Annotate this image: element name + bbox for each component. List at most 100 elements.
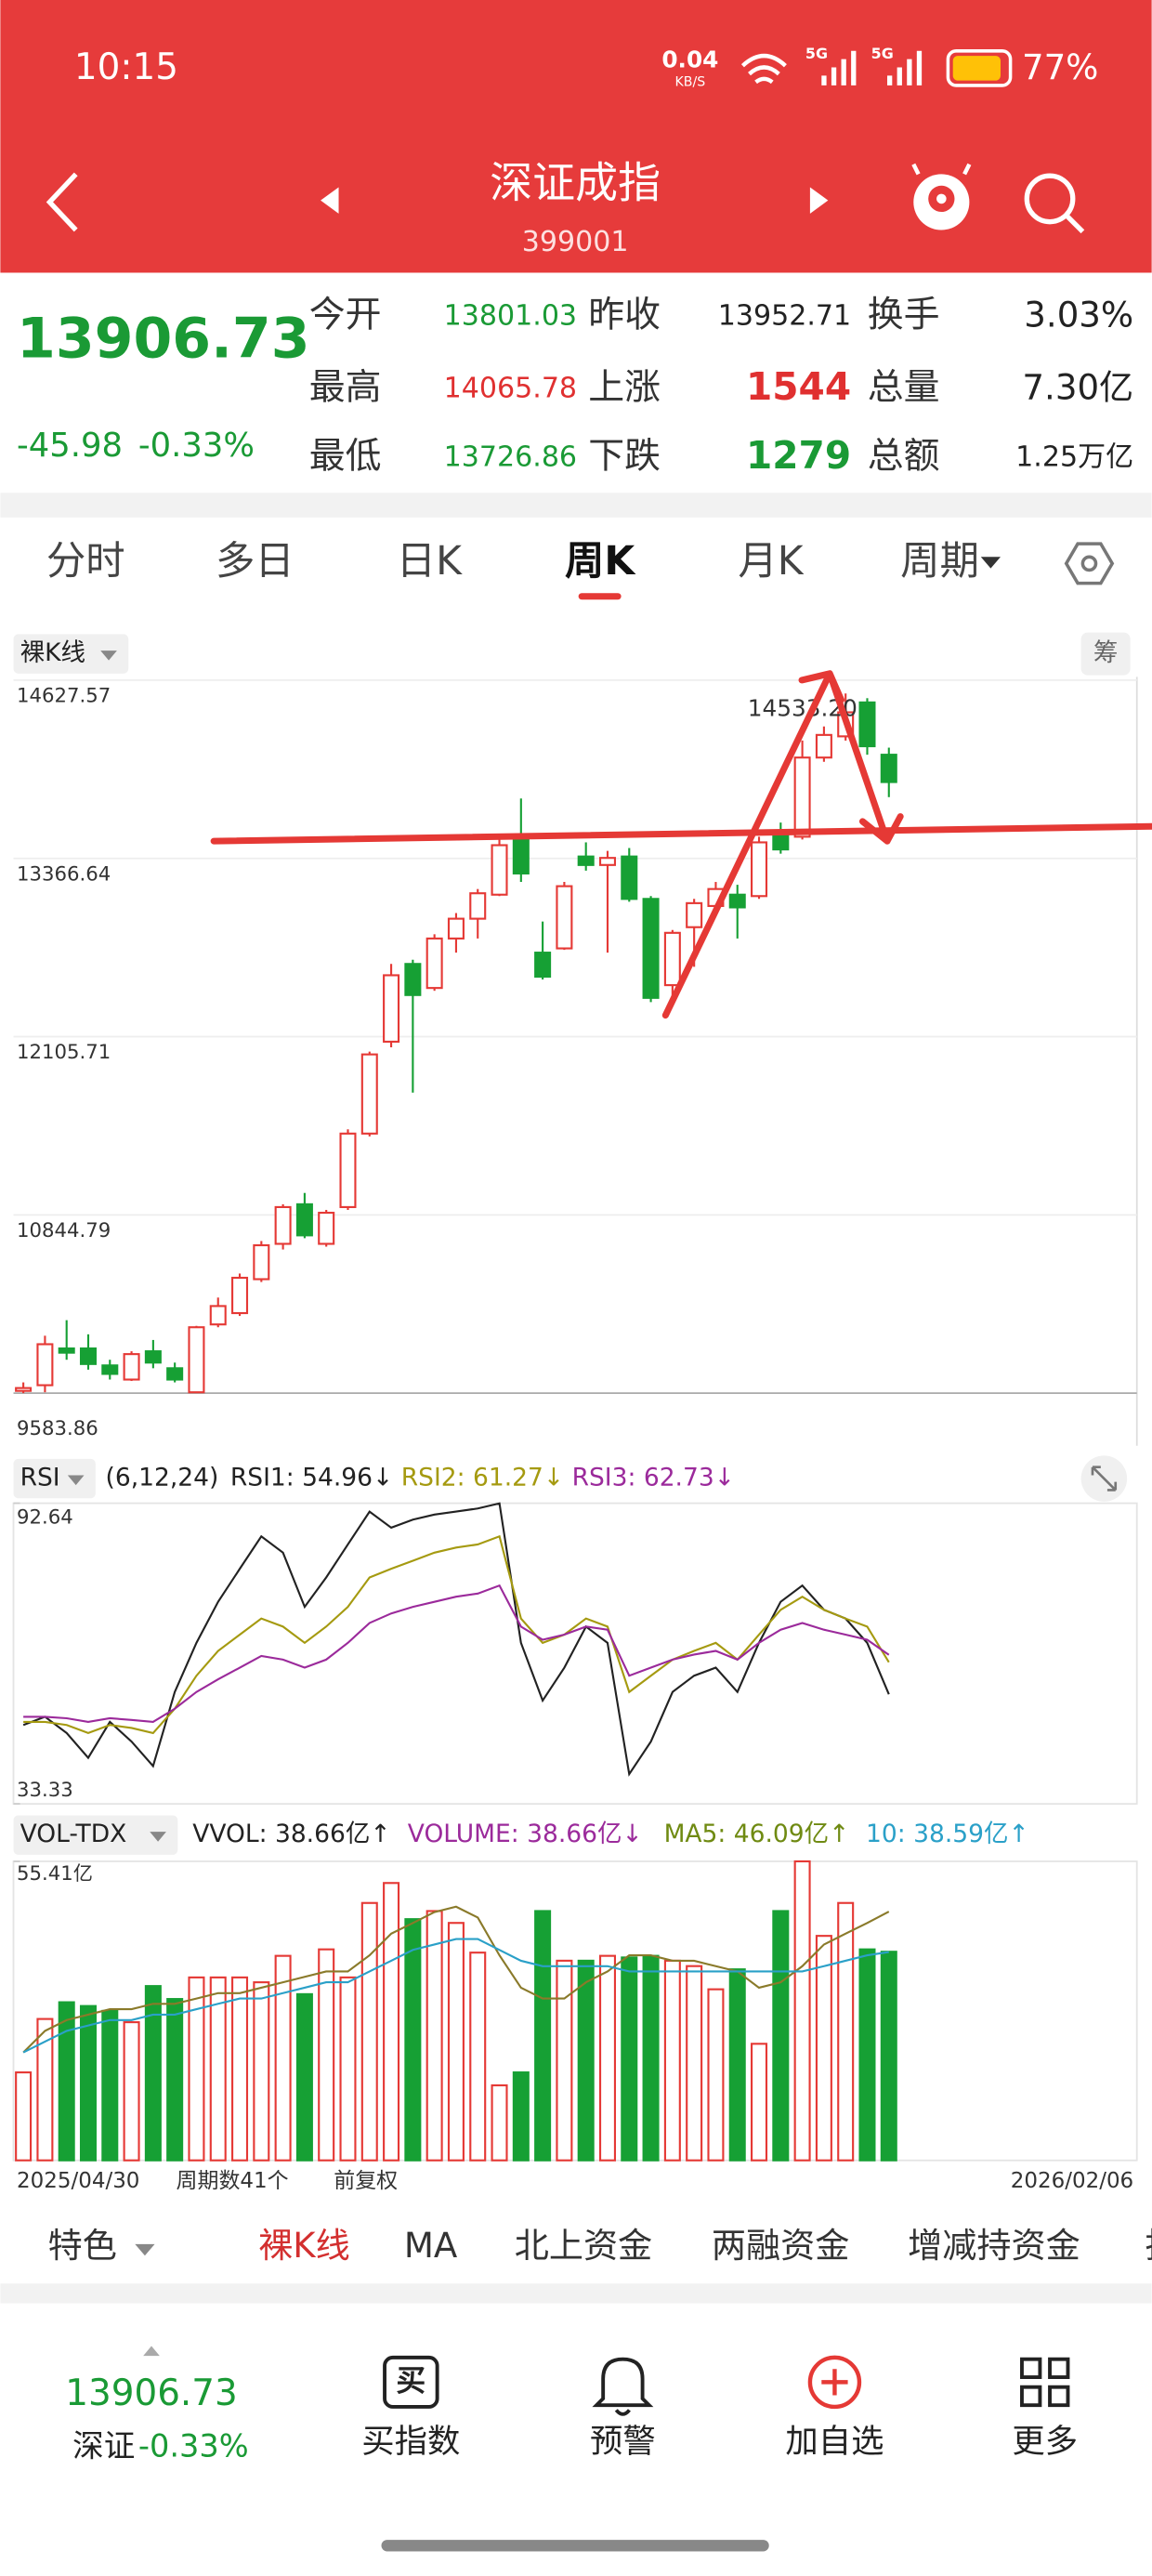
menu-item[interactable]: 北上资金 [515, 2226, 652, 2266]
volume-bar [36, 2017, 54, 2162]
candle-body [880, 754, 897, 783]
legend-entry: MA5: 46.09亿↑ [664, 1820, 850, 1848]
volume-bar [447, 1922, 465, 2162]
period-tab[interactable]: 分时 [46, 539, 125, 585]
period-tab[interactable]: 周期 [900, 539, 979, 585]
volume-bar [15, 2071, 33, 2162]
candle-body [858, 701, 876, 748]
settings-icon [1064, 542, 1115, 585]
quote-label: 最低 [309, 436, 382, 478]
settings-button[interactable] [1064, 542, 1115, 585]
period-tab[interactable]: 多日 [216, 539, 295, 585]
more-button[interactable]: 更多 [1012, 2357, 1078, 2461]
volume-bar [318, 1948, 335, 2162]
expand-icon [1091, 1465, 1118, 1492]
buy-icon-text: 买 [396, 2362, 425, 2398]
start-date: 2025/04/30 [17, 2169, 139, 2193]
grid-icon [1020, 2357, 1070, 2408]
indicator-selector[interactable] [13, 1458, 96, 1499]
end-date: 2026/02/06 [1011, 2169, 1133, 2193]
candle-body [751, 841, 768, 898]
menu-item[interactable]: 增减持资金 [908, 2226, 1080, 2266]
quote-change: -45.98 [17, 427, 123, 465]
buy-icon [383, 2355, 439, 2409]
period-tab[interactable]: 日K [397, 539, 463, 585]
buy-button[interactable]: 买 买指数 [361, 2355, 460, 2461]
index-code: 399001 [522, 226, 629, 258]
volume-chart: 55.41亿 [13, 1860, 897, 2162]
menu-item[interactable]: 两融资金 [712, 2226, 849, 2266]
volume-bar [123, 2021, 140, 2162]
battery-text: 77% [1022, 47, 1098, 87]
period-tabs: 分时 多日 日K 周K 月K 周期 [46, 539, 1001, 600]
quote-value: 13952.71 [718, 300, 851, 333]
menu-item[interactable]: MA [404, 2226, 458, 2266]
candle-body [144, 1350, 162, 1364]
next-button[interactable] [809, 187, 829, 214]
dropdown-caret [67, 1475, 85, 1486]
search-icon [1024, 173, 1076, 225]
candle-body [274, 1205, 292, 1245]
adjust-mode: 前复权 [334, 2169, 398, 2193]
quote-value: 3.03% [1024, 296, 1133, 335]
rsi-params: (6,12,24) [106, 1464, 219, 1492]
candle-body [101, 1364, 119, 1375]
network-label: 5G [871, 45, 894, 62]
mascot-button[interactable] [911, 163, 972, 230]
dropdown-caret [100, 651, 117, 661]
candle-body [556, 885, 573, 950]
candle-body [793, 756, 811, 838]
watchlist-button[interactable]: 加自选 [785, 2355, 884, 2461]
legend-entry: RSI3: 62.73↓ [572, 1464, 735, 1492]
menu-item[interactable]: 特色 [48, 2226, 117, 2266]
period-tab[interactable]: 月K [738, 539, 804, 585]
bottom-name: 深证 [72, 2428, 135, 2464]
legend-entry: VOLUME: 38.66亿↓ [408, 1820, 643, 1848]
volume-bar [707, 1988, 725, 2162]
volume-bar [598, 1954, 617, 2162]
volume-bar [642, 1954, 660, 2162]
quote-label: 下跌 [588, 436, 661, 478]
menu-item[interactable]: 指 [1145, 2226, 1152, 2266]
y-tick-label: 13366.64 [17, 862, 111, 886]
plus-icon [807, 2355, 862, 2410]
volume-bar [772, 1910, 790, 2162]
quote-value: 1.25万亿 [1015, 441, 1133, 474]
candle-body [383, 974, 400, 1044]
separator [0, 493, 1152, 518]
candle-body [36, 1343, 54, 1387]
alert-button[interactable]: 预警 [590, 2357, 656, 2461]
prev-button[interactable] [321, 187, 339, 214]
volume-bar [491, 2083, 508, 2162]
volume-bar [425, 1910, 443, 2162]
back-button[interactable] [46, 172, 78, 232]
quote-grid: 今开 13801.03 昨收 13952.71 换手 3.03% 最高 14065.78 上涨 1… [309, 295, 1133, 479]
search-button[interactable] [1024, 173, 1085, 234]
volume-bar [383, 1882, 400, 2162]
volume-ma-line [22, 1905, 890, 2054]
header-bg [0, 0, 1152, 273]
candle-body [295, 1203, 313, 1237]
volume-bar [728, 1968, 746, 2162]
volume-bar [512, 2071, 530, 2162]
rsi-line [23, 1534, 890, 1735]
volume-bar [577, 1959, 595, 2162]
chips-button[interactable] [1080, 632, 1131, 676]
candle-body [231, 1276, 249, 1315]
menu-item[interactable]: 裸K线 [258, 2226, 350, 2266]
period-count: 周期数41个 [177, 2169, 289, 2193]
candle-body [512, 835, 530, 874]
candle-body [166, 1367, 184, 1381]
quote-value: 1279 [746, 433, 851, 478]
indicator-selector[interactable] [13, 634, 129, 674]
candle-body [447, 917, 465, 940]
signal-icon [821, 50, 857, 85]
legend-entry: VVOL: 38.66亿↑ [192, 1820, 390, 1848]
quote-label: 今开 [309, 295, 382, 336]
separator [0, 2283, 1152, 2304]
indicator-selector[interactable] [13, 1815, 178, 1855]
quote-label: 总额 [868, 436, 940, 478]
legend-entry: 10: 38.59亿↑ [866, 1820, 1029, 1848]
candle-body [642, 898, 660, 999]
period-tab[interactable]: 周K [565, 539, 636, 585]
